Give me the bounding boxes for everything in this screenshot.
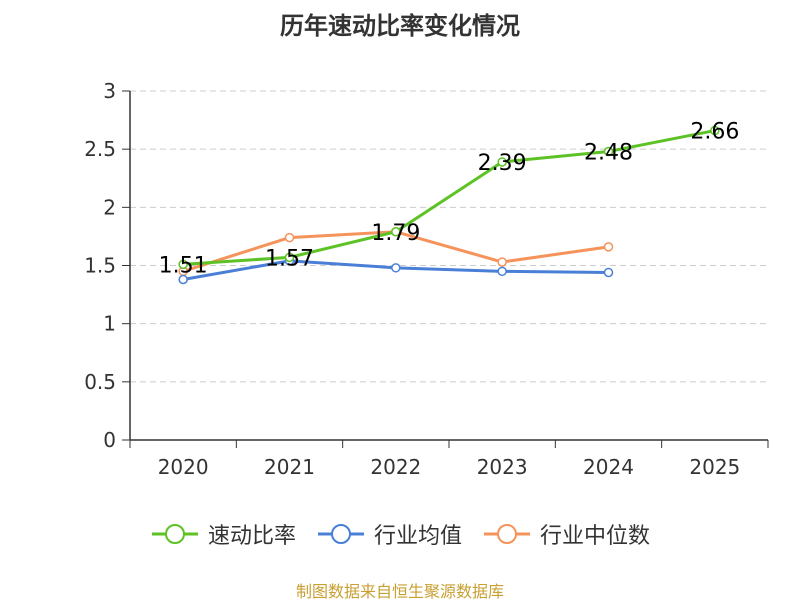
data-point[interactable] (284, 252, 295, 263)
data-point[interactable] (603, 146, 614, 157)
y-tick-label: 0 (103, 428, 116, 452)
data-label: 1.51 (159, 253, 208, 278)
data-labels: 1.51 1.57 1.79 2.39 2.48 2.66 (159, 120, 740, 279)
chart-title: 历年速动比率变化情况 (280, 12, 520, 40)
legend-label: 行业中位数 (540, 524, 651, 549)
series-line (183, 129, 716, 266)
legend-label: 速动比率 (207, 524, 296, 549)
x-tick-label: 2025 (689, 455, 740, 479)
legend-item[interactable]: 行业均值 (316, 518, 462, 550)
legend-line-circle-icon (151, 524, 198, 544)
data-label: 2.66 (690, 120, 739, 145)
data-label: 2.48 (584, 140, 633, 165)
data-label: 1.57 (265, 246, 314, 271)
axes: 0 0.5 1 1.5 2 2.5 3 2020 2021 2022 2023 2024 2025 (84, 79, 769, 479)
x-tick-label: 2023 (477, 455, 528, 479)
legend: 速动比率 行业均值 行业中位数 (0, 518, 800, 550)
legend-item[interactable]: 行业中位数 (482, 518, 650, 550)
y-tick-label: 3 (103, 79, 116, 103)
legend-label: 行业均值 (373, 524, 462, 549)
data-point[interactable] (497, 266, 507, 277)
legend-line-circle-icon (484, 524, 530, 544)
data-label: 1.79 (371, 221, 420, 246)
x-tick-label: 2020 (158, 455, 209, 479)
data-point[interactable] (497, 157, 507, 167)
y-tick-label: 1.5 (84, 254, 116, 278)
y-tick-label: 0.5 (84, 370, 116, 394)
y-tick-label: 2.5 (84, 137, 116, 161)
data-point[interactable] (284, 232, 295, 243)
data-point[interactable] (710, 125, 720, 136)
source-note: 制图数据来自恒生聚源数据库 (295, 582, 504, 601)
data-point[interactable] (603, 267, 614, 278)
legend-line-circle-icon (317, 524, 364, 544)
data-label: 2.39 (478, 151, 527, 176)
data-point[interactable] (497, 257, 507, 267)
series-lines (178, 125, 720, 285)
data-point[interactable] (178, 259, 188, 270)
grid-lines (130, 90, 768, 383)
y-tick-label: 2 (103, 195, 116, 219)
y-tick-label: 1 (103, 312, 116, 336)
x-tick-label: 2024 (583, 455, 634, 479)
data-point[interactable] (391, 263, 401, 273)
x-tick-label: 2021 (264, 455, 315, 479)
data-point[interactable] (603, 242, 614, 252)
data-point[interactable] (391, 227, 401, 237)
x-tick-label: 2022 (370, 455, 421, 479)
data-point[interactable] (178, 274, 188, 285)
legend-item[interactable]: 速动比率 (150, 518, 296, 550)
